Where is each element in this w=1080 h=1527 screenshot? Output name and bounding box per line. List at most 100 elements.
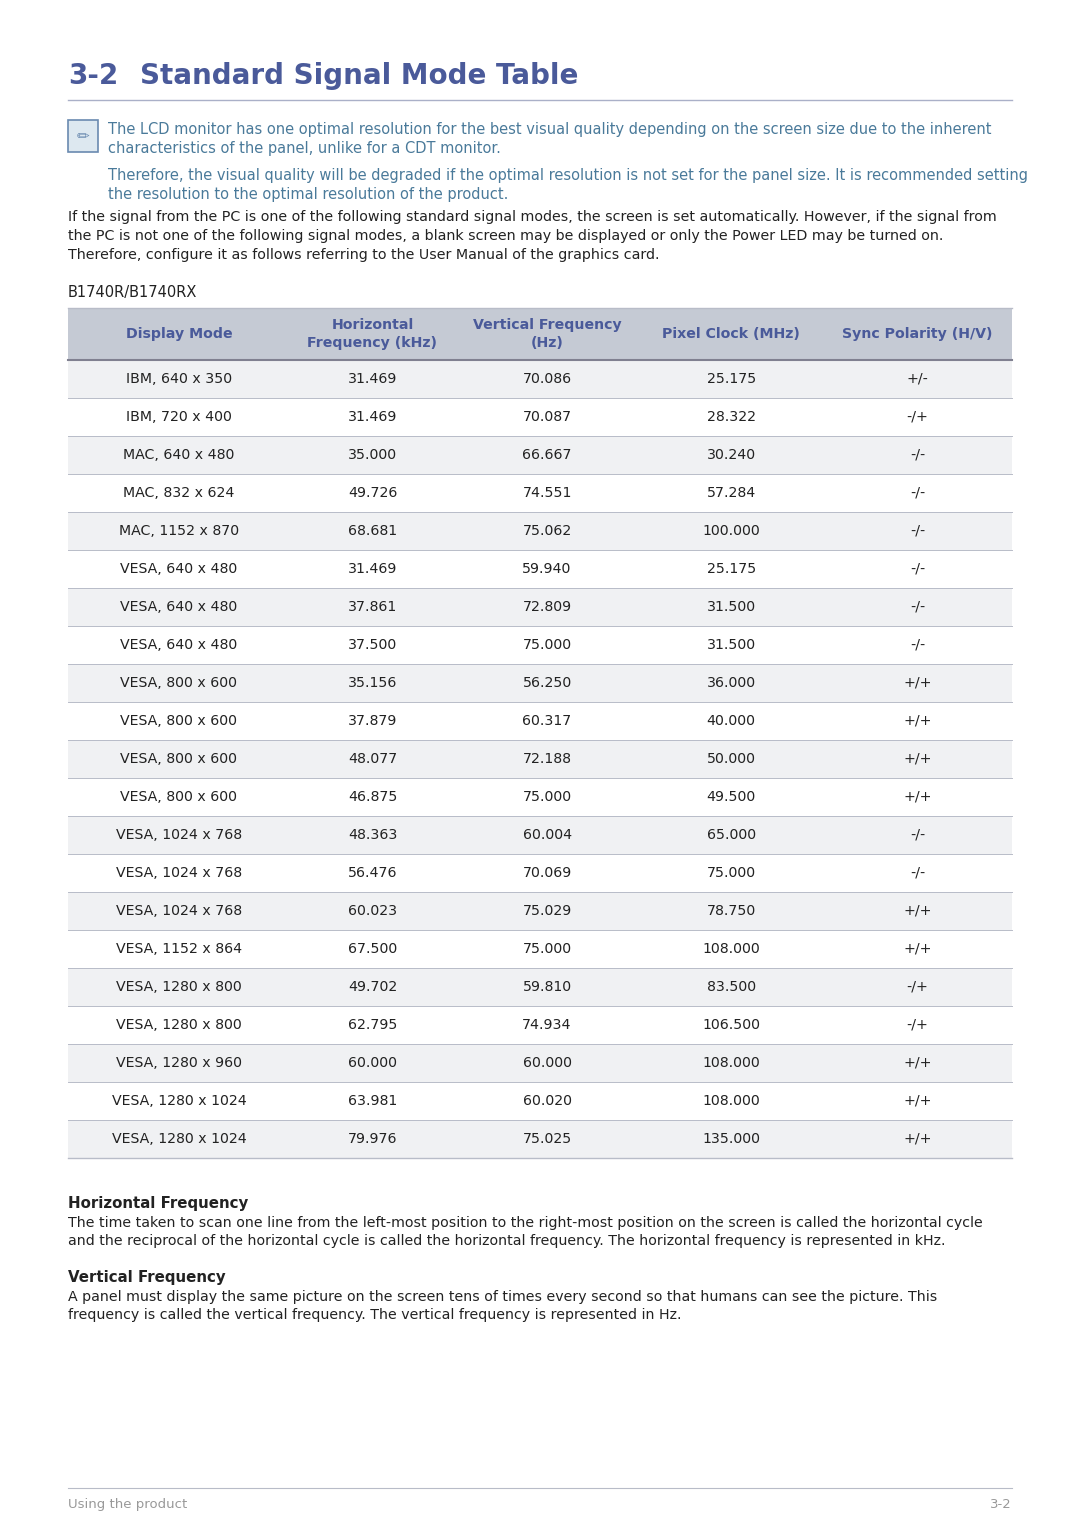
Text: VESA, 1152 x 864: VESA, 1152 x 864 [116,942,242,956]
Text: 60.000: 60.000 [523,1057,571,1070]
Bar [68,399,1012,437]
Text: VESA, 640 x 480: VESA, 640 x 480 [120,600,238,614]
Text: -/-: -/- [910,638,926,652]
Text: 70.086: 70.086 [523,373,571,386]
Text: 72.188: 72.188 [523,751,571,767]
Text: -/-: -/- [910,828,926,841]
Text: Display Mode: Display Mode [125,327,232,341]
Text: 67.500: 67.500 [348,942,397,956]
Text: 49.702: 49.702 [348,980,397,994]
Text: 28.322: 28.322 [706,411,756,425]
Bar [68,473,1012,512]
Text: -/-: -/- [910,866,926,880]
Text: The time taken to scan one line from the left-most position to the right-most po: The time taken to scan one line from the… [68,1215,983,1231]
Bar [68,1083,1012,1119]
Text: 100.000: 100.000 [702,524,760,538]
Text: 35.156: 35.156 [348,676,397,690]
Text: 37.861: 37.861 [348,600,397,614]
Bar [68,930,1012,968]
Text: the resolution to the optimal resolution of the product.: the resolution to the optimal resolution… [108,186,509,202]
Text: 48.363: 48.363 [348,828,397,841]
Text: 75.000: 75.000 [706,866,756,880]
Text: +/+: +/+ [903,715,932,728]
Text: 46.875: 46.875 [348,789,397,805]
Text: 135.000: 135.000 [702,1132,760,1145]
Text: +/+: +/+ [903,676,932,690]
Text: MAC, 1152 x 870: MAC, 1152 x 870 [119,524,239,538]
Text: Sync Polarity (H/V): Sync Polarity (H/V) [842,327,993,341]
Bar [68,512,1012,550]
Text: 37.879: 37.879 [348,715,397,728]
Text: B1740R/B1740RX: B1740R/B1740RX [68,286,198,299]
Text: VESA, 800 x 600: VESA, 800 x 600 [120,715,238,728]
Text: 3-2: 3-2 [990,1498,1012,1512]
Text: frequency is called the vertical frequency. The vertical frequency is represente: frequency is called the vertical frequen… [68,1309,681,1322]
Text: 62.795: 62.795 [348,1019,397,1032]
Text: The LCD monitor has one optimal resolution for the best visual quality depending: The LCD monitor has one optimal resoluti… [108,122,991,137]
Bar [68,1044,1012,1083]
Text: the PC is not one of the following signal modes, a blank screen may be displayed: the PC is not one of the following signa… [68,229,943,243]
Text: and the reciprocal of the horizontal cycle is called the horizontal frequency. T: and the reciprocal of the horizontal cyc… [68,1234,945,1248]
Text: -/+: -/+ [907,411,929,425]
Text: 78.750: 78.750 [706,904,756,918]
Text: 59.940: 59.940 [523,562,571,576]
Text: 60.000: 60.000 [348,1057,397,1070]
Text: 70.069: 70.069 [523,866,571,880]
Text: 49.500: 49.500 [706,789,756,805]
Bar [68,968,1012,1006]
Text: 75.025: 75.025 [523,1132,571,1145]
Text: VESA, 1024 x 768: VESA, 1024 x 768 [116,866,242,880]
Text: 72.809: 72.809 [523,600,571,614]
Bar [68,360,1012,399]
Text: 31.469: 31.469 [348,562,397,576]
Bar [68,588,1012,626]
Text: 36.000: 36.000 [706,676,756,690]
Text: 74.551: 74.551 [523,486,571,499]
Text: -/-: -/- [910,600,926,614]
Text: VESA, 640 x 480: VESA, 640 x 480 [120,562,238,576]
Text: +/+: +/+ [903,1057,932,1070]
Text: 75.029: 75.029 [523,904,571,918]
Bar [68,777,1012,815]
Text: characteristics of the panel, unlike for a CDT monitor.: characteristics of the panel, unlike for… [108,140,501,156]
Text: 25.175: 25.175 [706,373,756,386]
Text: 31.500: 31.500 [706,638,756,652]
Bar [68,892,1012,930]
Text: +/+: +/+ [903,789,932,805]
Text: VESA, 800 x 600: VESA, 800 x 600 [120,789,238,805]
Text: 79.976: 79.976 [348,1132,397,1145]
Text: 68.681: 68.681 [348,524,397,538]
Text: +/+: +/+ [903,942,932,956]
Text: 57.284: 57.284 [706,486,756,499]
Text: MAC, 640 x 480: MAC, 640 x 480 [123,447,234,463]
Text: +/-: +/- [907,373,929,386]
Bar [68,741,1012,777]
Text: 25.175: 25.175 [706,562,756,576]
Text: VESA, 1280 x 960: VESA, 1280 x 960 [116,1057,242,1070]
Text: 40.000: 40.000 [706,715,756,728]
Text: IBM, 640 x 350: IBM, 640 x 350 [126,373,232,386]
Text: ✏: ✏ [77,128,90,144]
Text: 30.240: 30.240 [706,447,756,463]
Text: Horizontal
Frequency (kHz): Horizontal Frequency (kHz) [308,318,437,350]
Text: 60.004: 60.004 [523,828,571,841]
Text: -/+: -/+ [907,1019,929,1032]
Text: -/-: -/- [910,524,926,538]
Text: 56.250: 56.250 [523,676,571,690]
Text: Vertical Frequency
(Hz): Vertical Frequency (Hz) [473,318,621,350]
Text: +/+: +/+ [903,1093,932,1109]
Text: 108.000: 108.000 [702,1093,760,1109]
Bar [68,550,1012,588]
Text: IBM, 720 x 400: IBM, 720 x 400 [126,411,232,425]
Text: 70.087: 70.087 [523,411,571,425]
Text: Standard Signal Mode Table: Standard Signal Mode Table [140,63,579,90]
Text: VESA, 640 x 480: VESA, 640 x 480 [120,638,238,652]
Text: 49.726: 49.726 [348,486,397,499]
Bar [68,1119,1012,1157]
Text: 31.469: 31.469 [348,411,397,425]
Text: +/+: +/+ [903,751,932,767]
Text: 74.934: 74.934 [523,1019,571,1032]
Text: 75.000: 75.000 [523,789,571,805]
Text: Vertical Frequency: Vertical Frequency [68,1270,226,1286]
Text: 108.000: 108.000 [702,1057,760,1070]
